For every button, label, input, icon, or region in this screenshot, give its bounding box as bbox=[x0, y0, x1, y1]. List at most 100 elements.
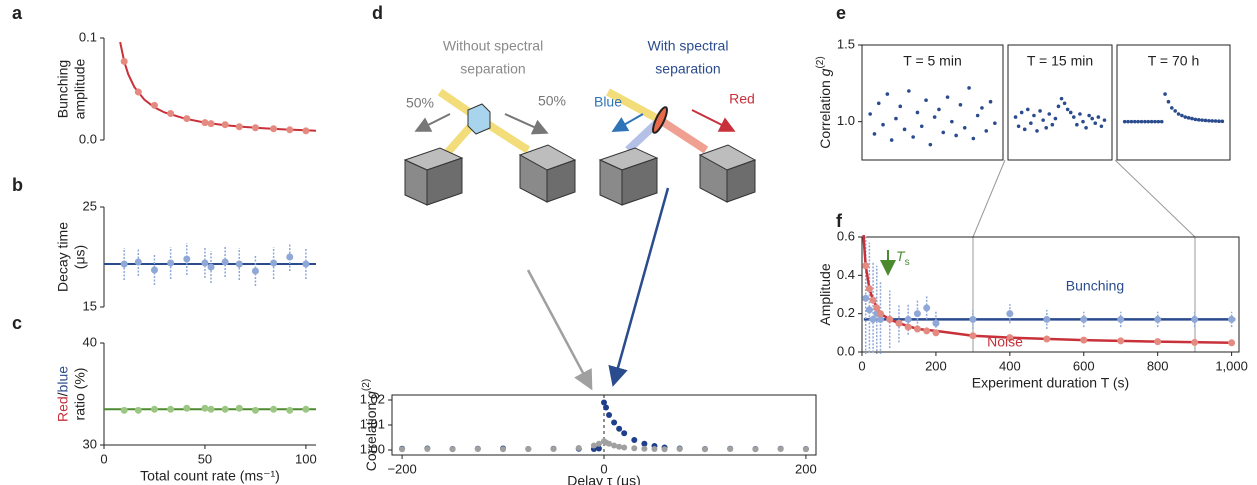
x-tick-label: 0 bbox=[100, 451, 107, 466]
point bbox=[950, 119, 954, 124]
point bbox=[1200, 118, 1204, 122]
point bbox=[221, 121, 229, 129]
point bbox=[1146, 119, 1151, 124]
point bbox=[873, 304, 881, 312]
point bbox=[1196, 118, 1201, 122]
panel-letter: f bbox=[836, 211, 843, 231]
point bbox=[969, 315, 977, 323]
setup-illustration: Without spectral separation With spectra… bbox=[403, 38, 757, 455]
point bbox=[727, 446, 734, 452]
plot-area bbox=[104, 243, 316, 286]
point bbox=[1210, 119, 1215, 123]
point bbox=[886, 315, 894, 323]
y-tick-label: 15 bbox=[83, 298, 97, 313]
point bbox=[1084, 126, 1088, 130]
y-tick-label: 1.01 bbox=[360, 416, 385, 431]
point bbox=[876, 101, 881, 106]
point bbox=[449, 446, 456, 453]
point bbox=[1099, 124, 1104, 129]
point bbox=[286, 406, 294, 414]
y-tick-label: 1.0 bbox=[837, 113, 855, 128]
point bbox=[661, 446, 668, 453]
y-tick-label: 0.1 bbox=[79, 29, 97, 44]
panel-label: T = 70 h bbox=[1148, 53, 1200, 69]
point bbox=[424, 446, 431, 452]
point bbox=[913, 310, 921, 318]
point bbox=[676, 446, 683, 452]
x-tick-label: 200 bbox=[925, 358, 947, 373]
x-axis-label: Total count rate (ms⁻¹) bbox=[140, 468, 280, 484]
point bbox=[167, 109, 175, 117]
point bbox=[1087, 113, 1091, 118]
point bbox=[270, 125, 278, 133]
y-axis-label-part: Bunching bbox=[54, 60, 70, 118]
y-axis-label: Correlation g(2) bbox=[815, 56, 833, 148]
point bbox=[134, 258, 142, 266]
point bbox=[590, 442, 597, 449]
point bbox=[962, 126, 967, 130]
pointer-arrow bbox=[608, 187, 670, 387]
point bbox=[201, 259, 209, 267]
point bbox=[932, 319, 940, 327]
point bbox=[302, 127, 310, 135]
point bbox=[1080, 315, 1088, 323]
point bbox=[881, 122, 885, 127]
port-label: 50% bbox=[538, 93, 566, 109]
camera bbox=[546, 159, 576, 203]
arrow bbox=[414, 113, 451, 132]
point bbox=[183, 404, 191, 412]
point bbox=[1043, 335, 1051, 343]
point bbox=[777, 446, 784, 452]
point bbox=[869, 315, 877, 323]
point bbox=[862, 294, 870, 302]
y-axis-label-part: blue bbox=[54, 366, 70, 393]
y-axis-label: Decay time bbox=[54, 222, 70, 292]
point bbox=[984, 129, 989, 133]
point bbox=[1065, 107, 1070, 112]
point bbox=[120, 57, 128, 65]
point bbox=[1191, 338, 1199, 346]
point bbox=[1043, 315, 1051, 323]
point bbox=[1166, 99, 1171, 104]
point bbox=[621, 430, 628, 437]
camera bbox=[621, 157, 658, 206]
fit-line bbox=[119, 41, 316, 132]
x-tick-label: 1,000 bbox=[1215, 358, 1248, 373]
point bbox=[651, 446, 658, 452]
point bbox=[603, 404, 610, 411]
point bbox=[1122, 119, 1127, 124]
y-axis-label-part: (2) bbox=[361, 379, 372, 391]
plot-area bbox=[1013, 96, 1107, 133]
point bbox=[919, 124, 924, 129]
point bbox=[167, 259, 175, 267]
point bbox=[980, 106, 984, 110]
point bbox=[251, 267, 259, 275]
point bbox=[235, 404, 243, 412]
y-tick-label: 0.2 bbox=[837, 305, 855, 320]
point bbox=[945, 95, 950, 99]
point bbox=[1026, 107, 1030, 112]
point bbox=[474, 446, 481, 452]
point bbox=[993, 121, 997, 125]
point bbox=[1093, 121, 1098, 125]
point bbox=[601, 399, 607, 406]
plot-frame bbox=[861, 236, 1240, 353]
y-axis-label: Correlation g(2) bbox=[361, 379, 379, 471]
point bbox=[1228, 315, 1236, 323]
point bbox=[701, 446, 708, 453]
panel-letter: d bbox=[372, 3, 383, 23]
point bbox=[1029, 121, 1033, 125]
y-axis-label: (μs) bbox=[71, 245, 87, 269]
y-axis-label: Amplitude bbox=[817, 263, 833, 325]
point bbox=[1044, 126, 1048, 130]
point bbox=[913, 325, 921, 333]
beam bbox=[606, 88, 662, 124]
point bbox=[611, 419, 618, 426]
point bbox=[872, 132, 877, 136]
point bbox=[616, 443, 623, 450]
x-axis-label: Delay τ (μs) bbox=[567, 473, 641, 485]
y-tick-label: 0.0 bbox=[837, 343, 855, 358]
point bbox=[1016, 124, 1021, 129]
point bbox=[1056, 104, 1061, 109]
point bbox=[1075, 122, 1079, 127]
